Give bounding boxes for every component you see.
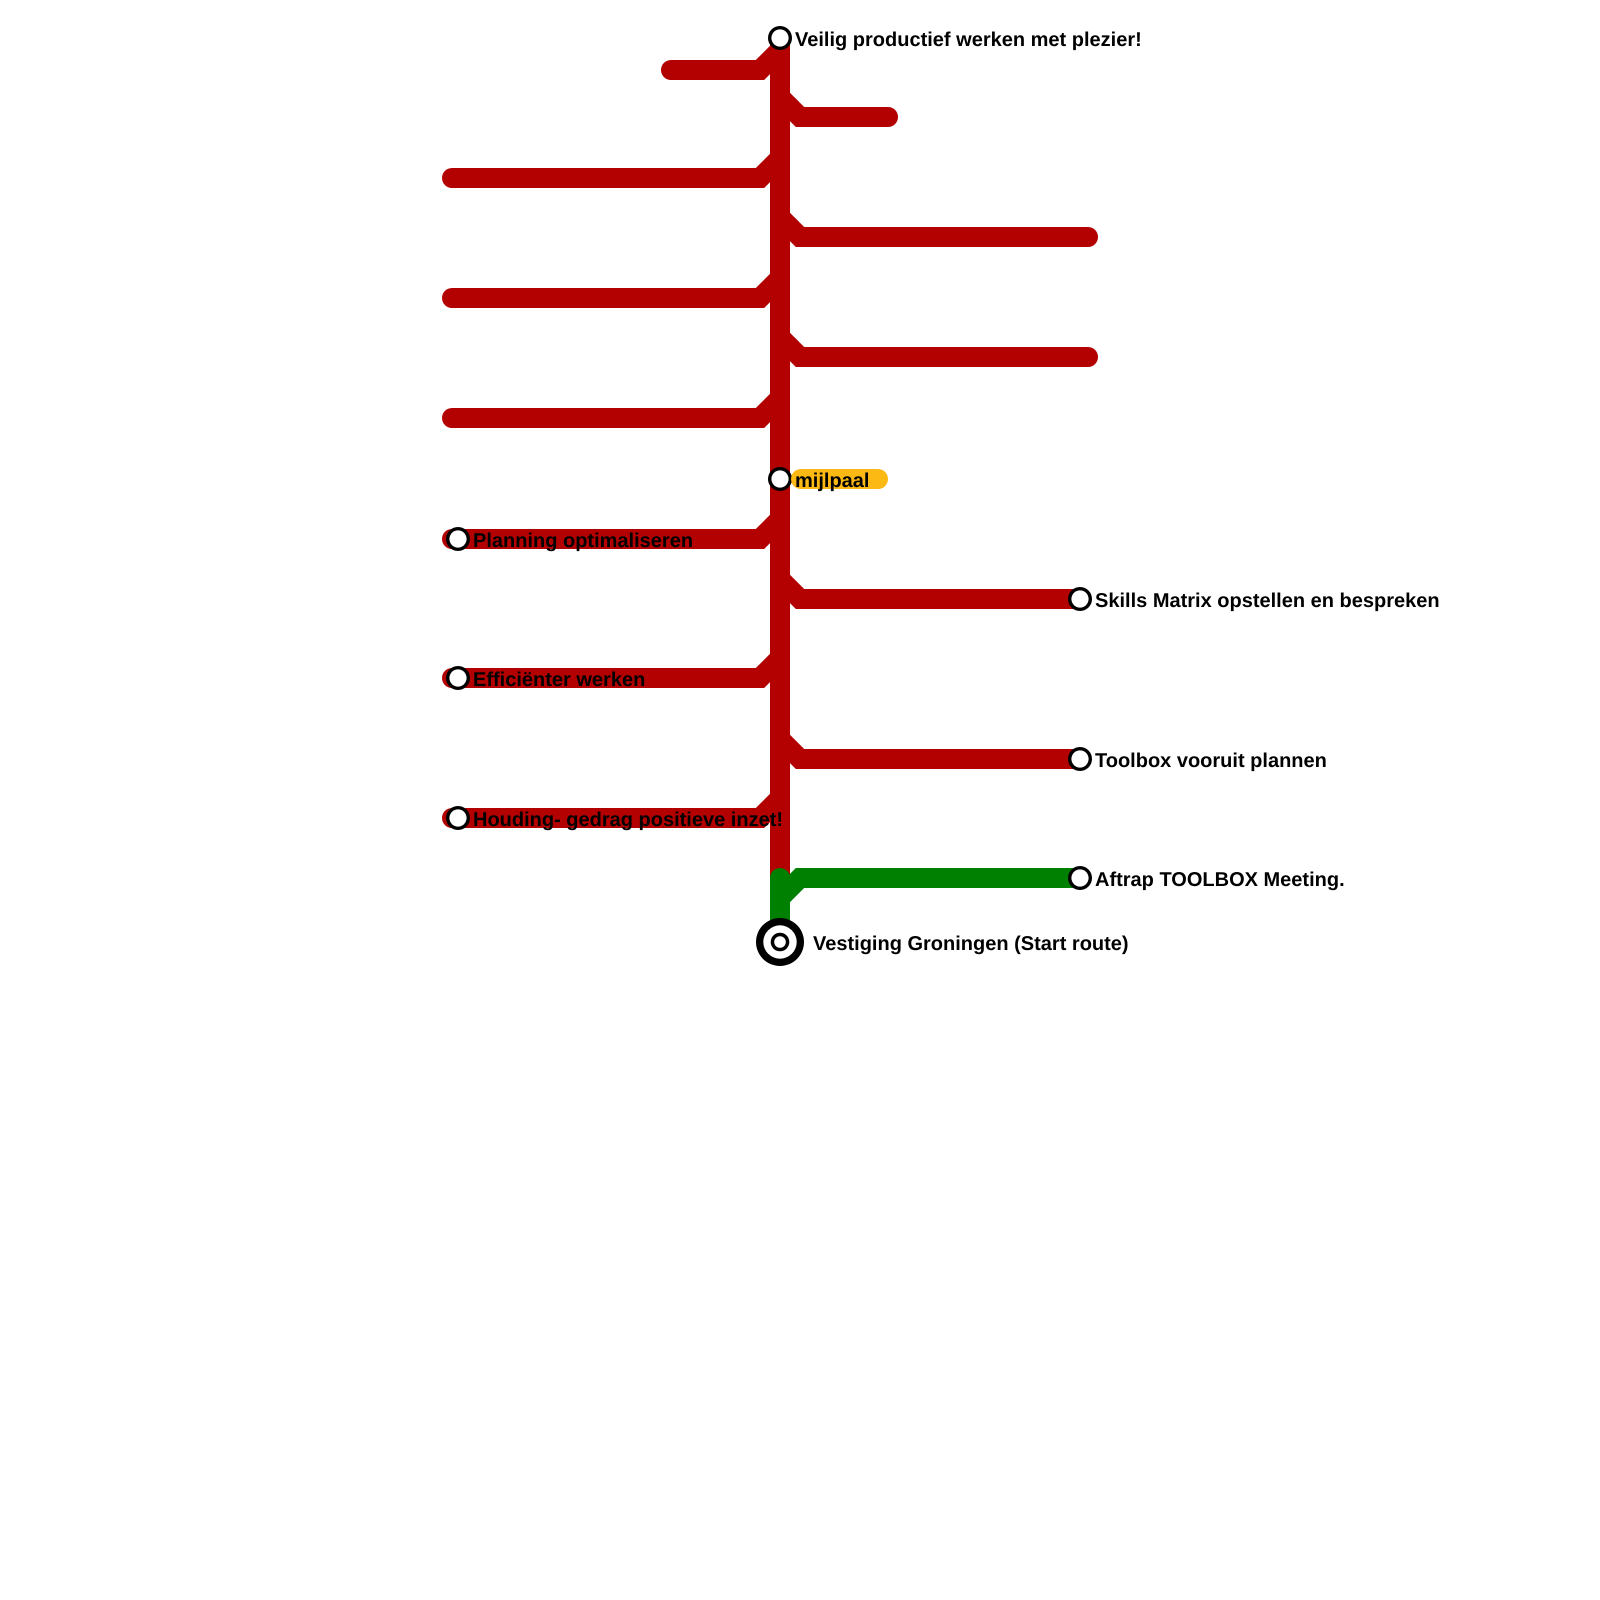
svg-text:Veilig productief werken met p: Veilig productief werken met plezier! (795, 29, 1142, 51)
svg-text:Planning optimaliseren: Planning optimaliseren (473, 530, 693, 552)
svg-text:Vestiging Groningen (Start rou: Vestiging Groningen (Start route) (813, 933, 1129, 955)
svg-text:Houding- gedrag positieve inze: Houding- gedrag positieve inzet! (473, 809, 783, 831)
svg-text:Efficiënter werken: Efficiënter werken (473, 669, 645, 691)
svg-text:Toolbox vooruit plannen: Toolbox vooruit plannen (1095, 750, 1327, 772)
svg-text:Aftrap TOOLBOX Meeting.: Aftrap TOOLBOX Meeting. (1095, 869, 1345, 891)
svg-text:mijlpaal: mijlpaal (795, 470, 869, 492)
svg-text:Skills Matrix opstellen en bes: Skills Matrix opstellen en bespreken (1095, 590, 1440, 612)
